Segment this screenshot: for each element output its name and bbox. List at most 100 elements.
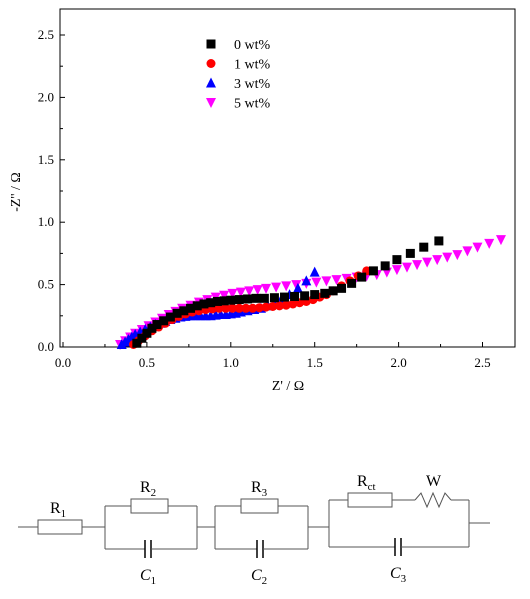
data-point bbox=[212, 296, 222, 306]
data-point bbox=[309, 266, 320, 277]
data-point bbox=[380, 261, 390, 271]
data-point bbox=[281, 300, 291, 310]
data-point bbox=[221, 303, 231, 313]
resistor-rct bbox=[347, 492, 393, 508]
y-tick-label: 2.0 bbox=[38, 89, 54, 104]
data-point bbox=[206, 298, 216, 308]
x-tick-label: 2.5 bbox=[474, 355, 490, 370]
data-point bbox=[132, 338, 142, 348]
data-point bbox=[254, 303, 264, 313]
data-point bbox=[271, 282, 282, 293]
data-point bbox=[484, 238, 495, 249]
data-point bbox=[142, 328, 152, 338]
data-point bbox=[368, 266, 378, 276]
legend-label: 5 wt% bbox=[234, 97, 271, 112]
data-point bbox=[310, 290, 320, 300]
resistor-r1 bbox=[37, 519, 83, 535]
data-point bbox=[281, 281, 292, 292]
data-point bbox=[412, 260, 423, 271]
legend-label: 0 wt% bbox=[234, 38, 271, 53]
data-point bbox=[235, 287, 246, 298]
data-point bbox=[419, 242, 429, 252]
y-tick-label: 2.5 bbox=[38, 27, 54, 42]
series-0-wt- bbox=[132, 236, 444, 348]
data-point bbox=[462, 246, 473, 257]
label-w: W bbox=[426, 473, 442, 490]
warburg-element bbox=[414, 491, 452, 509]
data-point bbox=[186, 303, 196, 313]
data-point bbox=[401, 262, 412, 273]
y-axis-label: -Z'' / Ω bbox=[9, 172, 24, 212]
data-point bbox=[227, 288, 238, 299]
legend-marker bbox=[206, 59, 216, 68]
legend-label: 3 wt% bbox=[234, 77, 271, 92]
data-point bbox=[392, 255, 402, 265]
data-point bbox=[301, 275, 312, 286]
data-point bbox=[241, 303, 251, 313]
y-tick-label: 1.0 bbox=[38, 214, 54, 229]
legend: 0 wt% 1 wt% 3 wt% 5 wt% bbox=[206, 38, 271, 112]
data-point bbox=[269, 293, 279, 303]
data-point bbox=[442, 252, 453, 263]
data-point bbox=[291, 280, 302, 291]
data-point bbox=[347, 278, 357, 288]
data-point bbox=[391, 265, 402, 276]
label-rct: Rct bbox=[357, 473, 376, 493]
data-point bbox=[290, 291, 300, 301]
data-point bbox=[274, 301, 284, 311]
data-point bbox=[234, 295, 244, 305]
data-point bbox=[159, 316, 169, 326]
plot-frame bbox=[59, 8, 516, 348]
legend-label: 1 wt% bbox=[234, 58, 271, 73]
y-tick-label: 0.5 bbox=[38, 277, 54, 292]
data-point bbox=[495, 235, 506, 246]
data-point bbox=[261, 283, 272, 294]
circuit-labels: R1 R2 R3 Rct W C1 C2 C3 bbox=[50, 473, 442, 587]
label-c1: C1 bbox=[140, 567, 156, 587]
data-point bbox=[320, 288, 330, 298]
data-point bbox=[328, 286, 338, 296]
data-point bbox=[179, 306, 189, 316]
data-point bbox=[300, 291, 310, 301]
data-point bbox=[244, 286, 255, 297]
data-point bbox=[279, 292, 289, 302]
x-tick-label: 2.0 bbox=[390, 355, 406, 370]
equivalent-circuit bbox=[18, 491, 490, 558]
x-axis-label: Z' / Ω bbox=[272, 379, 304, 394]
data-point bbox=[311, 277, 322, 288]
data-point bbox=[292, 282, 303, 293]
legend-marker bbox=[206, 77, 216, 88]
x-tick-label: 1.5 bbox=[307, 355, 323, 370]
label-c3: C3 bbox=[390, 565, 407, 585]
data-point bbox=[219, 290, 230, 301]
data-point bbox=[331, 275, 342, 286]
y-tick-label: 1.5 bbox=[38, 152, 54, 167]
data-point bbox=[251, 293, 261, 303]
data-point bbox=[172, 308, 182, 318]
resistor-r3 bbox=[240, 498, 279, 514]
data-point bbox=[199, 299, 209, 309]
data-point bbox=[165, 312, 175, 322]
data-point bbox=[337, 283, 347, 293]
x-tick-label: 1.0 bbox=[223, 355, 239, 370]
data-point bbox=[234, 303, 244, 313]
label-r2: R2 bbox=[140, 479, 156, 499]
data-point bbox=[248, 303, 258, 313]
label-r3: R3 bbox=[251, 479, 268, 499]
data-point bbox=[227, 303, 237, 313]
data-point bbox=[268, 301, 278, 311]
data-series bbox=[115, 235, 506, 351]
data-point bbox=[147, 323, 157, 333]
label-c2: C2 bbox=[251, 567, 267, 587]
data-point bbox=[152, 320, 162, 330]
data-point bbox=[422, 257, 433, 268]
data-point bbox=[405, 248, 415, 258]
data-point bbox=[252, 285, 263, 296]
data-point bbox=[192, 301, 202, 311]
data-point bbox=[243, 294, 253, 304]
data-point bbox=[214, 303, 224, 313]
data-point bbox=[452, 250, 463, 261]
data-point bbox=[137, 333, 147, 343]
legend-marker bbox=[206, 98, 216, 108]
